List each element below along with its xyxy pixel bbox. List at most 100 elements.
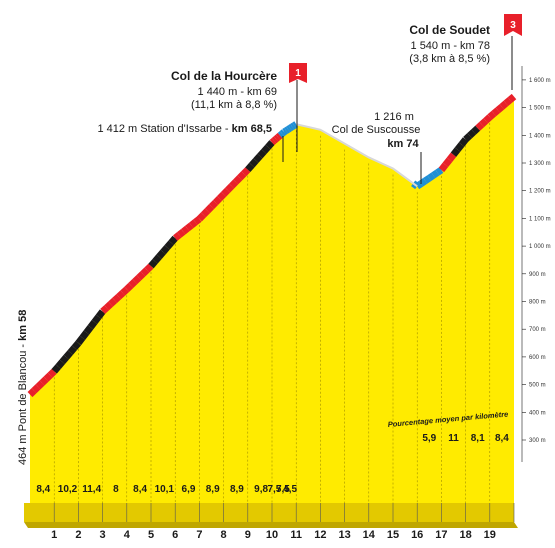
ribbon-segment [209,200,219,210]
altitude-tick-label: 1 600 m [529,78,551,84]
ribbon-segment [27,388,37,398]
suscousse-name: Col de Suscousse [332,124,421,136]
ribbon-segment [442,157,453,168]
ribbon-segment [104,301,114,311]
ribbon-segment [249,158,259,168]
ribbon-segment [253,153,263,163]
ribbon-segment [499,100,509,110]
ribbon-segment [67,345,78,355]
ribbon-segment [132,275,142,285]
col1-grade: (11,1 km à 8,8 %) [191,99,277,111]
km-percent-labels: 8,4 10,2 11,4 8 8,4 10,1 6,9 8,9 8,9 9,8 7,57,54,5… [36,433,509,495]
col2-name: Col de Soudet [409,23,490,37]
col1-info: 1 440 m - km 69 [198,86,277,98]
altitude-tick-label: 600 m [529,355,546,361]
ribbon-segment [450,147,461,157]
ribbon-segment [288,123,295,132]
col1-annotation: 1 Col de la Hourcère 1 440 m - km 69 (11… [171,63,307,152]
km-percent-label: 8,4 [36,484,50,495]
km-percent-label: 7,5 [267,484,281,495]
km-percent-label: 4,5 [283,484,297,495]
altitude-tick-label: 500 m [529,383,546,389]
km-label: 3 [100,529,106,541]
ribbon-segment [43,372,53,382]
ribbon-segment [269,138,277,146]
altitude-tick-label: 400 m [529,410,546,416]
col2-grade: (3,8 km à 8,5 %) [409,53,490,65]
ribbon-segment [47,368,57,378]
ribbon-segment [467,129,477,139]
altitude-tick-label: 900 m [529,272,546,278]
ribbon-segment [136,271,146,281]
ribbon-segment [213,195,223,205]
ribbon-segment [71,340,82,351]
ribbon-segment [229,179,239,189]
km-label: 5 [148,529,154,541]
ribbon-segment [59,354,69,365]
ribbon-segment [241,167,251,177]
ribbon-segment [144,263,154,273]
ribbon-segment [423,175,432,184]
km-percent-label: 10,1 [155,484,175,495]
ribbon-segment [454,142,465,152]
ribbon-segment [148,259,158,269]
suscousse-km: km 74 [387,138,419,150]
km-label: 8 [221,529,227,541]
km-percent-label: 8,4 [133,484,147,495]
ribbon-segment [487,110,497,120]
ribbon-segment [290,122,297,130]
ribbon-segment [51,364,61,374]
ribbon-segment [471,125,481,135]
ribbon-segment [156,249,166,260]
km-percent-label: 8 [113,484,119,495]
ribbon-segment [427,172,436,181]
km-label: 17 [435,529,447,541]
km-percent-label: 8,9 [230,484,244,495]
km-percent-label: 5,9 [422,433,436,444]
km-label: 10 [266,529,278,541]
station-annotation: 1 412 m Station d'Issarbe - km 68,5 [97,123,284,162]
ribbon-segment [273,134,281,142]
km-label: 7 [196,529,202,541]
ribbon-segment [177,228,186,238]
col1-flag [289,63,307,83]
ribbon-segment [39,376,49,386]
ribbon-segment [35,380,45,390]
ribbon-segment [277,131,285,139]
descent-outline [295,123,418,188]
ribbon-segment [116,290,126,300]
ribbon-segment [479,118,489,128]
ribbon-segment [164,240,174,250]
km-percent-label: 8,4 [495,433,509,444]
ribbon-segment [75,335,86,346]
km-label: 4 [124,529,131,541]
col1-flag-number: 1 [295,68,301,79]
km-label: 9 [245,529,251,541]
ribbon-segment [173,232,182,241]
ribbon-segment [475,121,485,131]
km-grid-lines [53,123,491,503]
km-percent-label: 10,2 [58,484,78,495]
km-band-edge [24,522,518,528]
km-label: 11 [290,529,302,541]
ribbon-segment [185,222,194,232]
altitude-tick-label: 1 500 m [529,106,551,112]
ribbon-segment [435,167,444,176]
ribbon-segment [91,314,102,325]
ribbon-segment [261,144,271,154]
ribbon-segment [237,171,247,181]
ribbon-segment [79,330,90,340]
ribbon-segment [271,136,279,144]
km-label: 14 [363,529,376,541]
km-percent-label: 11,4 [82,484,101,495]
ribbon-segment [282,127,289,135]
col2-flag [504,14,522,36]
ribbon-segment [83,325,94,335]
ribbon-segment [503,97,513,107]
ribbon-segment [112,294,122,303]
ribbon-segment [431,169,440,179]
altitude-axis-ticks: 300 m 400 m 500 m 600 m 700 m 800 m 900 m 1 000… [522,78,551,444]
altitude-tick-label: 300 m [529,438,546,444]
ribbon-segment [55,359,65,369]
ribbon-segment [257,149,267,159]
